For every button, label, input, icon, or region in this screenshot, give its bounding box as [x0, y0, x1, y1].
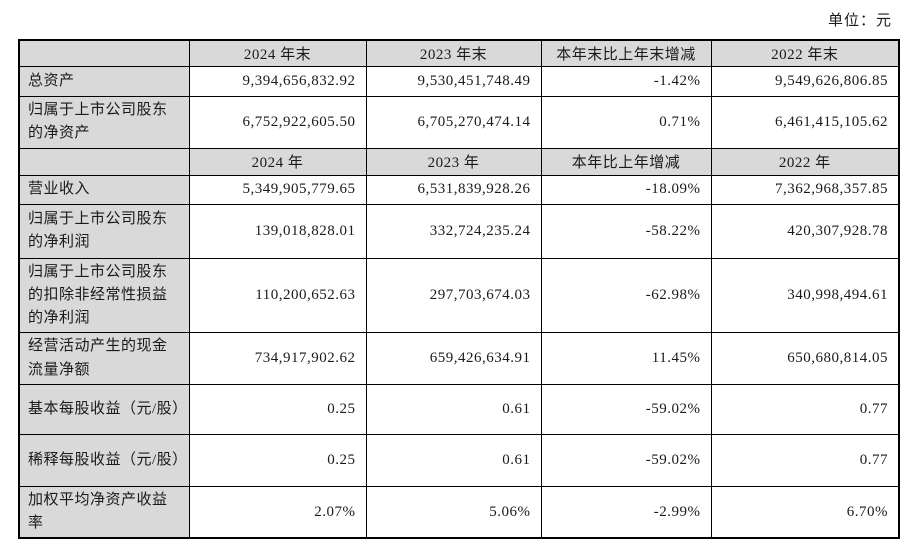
table-row-net-profit-deducted: 归属于上市公司股东的扣除非经常性损益的净利润 110,200,652.63 29…: [18, 257, 900, 334]
value-change: 11.45%: [540, 332, 712, 385]
value-2022: 650,680,814.05: [710, 332, 900, 385]
value-2022: 6.70%: [710, 485, 900, 539]
column-header-yearend-change: 本年末比上年末增减: [540, 39, 712, 67]
table-row-diluted-eps: 稀释每股收益（元/股） 0.25 0.61 -59.02% 0.77: [18, 433, 900, 487]
row-label: 归属于上市公司股东的净资产: [18, 96, 190, 149]
row-label: 总资产: [18, 66, 190, 97]
column-header-2024-yearend: 2024 年末: [188, 39, 367, 67]
value-2024: 0.25: [188, 383, 367, 435]
row-label: 经营活动产生的现金流量净额: [18, 332, 190, 385]
value-change: -2.99%: [540, 485, 712, 539]
column-header-year-change: 本年比上年增减: [540, 147, 712, 176]
value-2023: 297,703,674.03: [365, 257, 542, 334]
value-2024: 5,349,905,779.65: [188, 174, 367, 205]
table-row-total-assets: 总资产 9,394,656,832.92 9,530,451,748.49 -1…: [18, 66, 900, 97]
value-change: -59.02%: [540, 383, 712, 435]
value-2023: 9,530,451,748.49: [365, 66, 542, 97]
value-2022: 340,998,494.61: [710, 257, 900, 334]
value-2024: 139,018,828.01: [188, 203, 367, 259]
table-row-net-profit: 归属于上市公司股东的净利润 139,018,828.01 332,724,235…: [18, 203, 900, 259]
value-2024: 110,200,652.63: [188, 257, 367, 334]
value-2022: 9,549,626,806.85: [710, 66, 900, 97]
value-change: -59.02%: [540, 433, 712, 487]
value-2023: 0.61: [365, 433, 542, 487]
column-header-2022-yearend: 2022 年末: [710, 39, 900, 67]
table-header-row-yearend: 2024 年末 2023 年末 本年末比上年末增减 2022 年末: [18, 39, 900, 67]
value-change: -1.42%: [540, 66, 712, 97]
column-header-2023-yearend: 2023 年末: [365, 39, 542, 67]
value-change: -58.22%: [540, 203, 712, 259]
value-change: -18.09%: [540, 174, 712, 205]
table-row-revenue: 营业收入 5,349,905,779.65 6,531,839,928.26 -…: [18, 174, 900, 205]
table-row-net-assets: 归属于上市公司股东的净资产 6,752,922,605.50 6,705,270…: [18, 96, 900, 149]
value-2022: 0.77: [710, 433, 900, 487]
value-change: -62.98%: [540, 257, 712, 334]
value-2023: 0.61: [365, 383, 542, 435]
row-label: 营业收入: [18, 174, 190, 205]
unit-label: 单位：元: [827, 13, 892, 29]
value-change: 0.71%: [540, 96, 712, 149]
column-header-2024: 2024 年: [188, 147, 367, 176]
value-2023: 332,724,235.24: [365, 203, 542, 259]
table-row-basic-eps: 基本每股收益（元/股） 0.25 0.61 -59.02% 0.77: [18, 383, 900, 435]
row-label: 稀释每股收益（元/股）: [18, 433, 190, 487]
value-2022: 0.77: [710, 383, 900, 435]
table-row-operating-cash-flow: 经营活动产生的现金流量净额 734,917,902.62 659,426,634…: [18, 332, 900, 385]
value-2024: 2.07%: [188, 485, 367, 539]
financial-summary-table: 2024 年末 2023 年末 本年末比上年末增减 2022 年末 总资产 9,…: [18, 39, 900, 540]
value-2023: 5.06%: [365, 485, 542, 539]
value-2024: 0.25: [188, 433, 367, 487]
value-2022: 420,307,928.78: [710, 203, 900, 259]
table-header-row-year: 2024 年 2023 年 本年比上年增减 2022 年: [18, 147, 900, 176]
row-label: 归属于上市公司股东的净利润: [18, 203, 190, 259]
value-2023: 6,531,839,928.26: [365, 174, 542, 205]
value-2023: 659,426,634.91: [365, 332, 542, 385]
header-empty-cell: [18, 39, 190, 67]
header-empty-cell: [18, 147, 190, 176]
row-label: 基本每股收益（元/股）: [18, 383, 190, 435]
row-label: 加权平均净资产收益率: [18, 485, 190, 539]
value-2024: 9,394,656,832.92: [188, 66, 367, 97]
value-2022: 7,362,968,357.85: [710, 174, 900, 205]
value-2023: 6,705,270,474.14: [365, 96, 542, 149]
column-header-2023: 2023 年: [365, 147, 542, 176]
row-label: 归属于上市公司股东的扣除非经常性损益的净利润: [18, 257, 190, 334]
value-2024: 6,752,922,605.50: [188, 96, 367, 149]
table-row-weighted-avg-roe: 加权平均净资产收益率 2.07% 5.06% -2.99% 6.70%: [18, 485, 900, 539]
value-2022: 6,461,415,105.62: [710, 96, 900, 149]
value-2024: 734,917,902.62: [188, 332, 367, 385]
column-header-2022: 2022 年: [710, 147, 900, 176]
